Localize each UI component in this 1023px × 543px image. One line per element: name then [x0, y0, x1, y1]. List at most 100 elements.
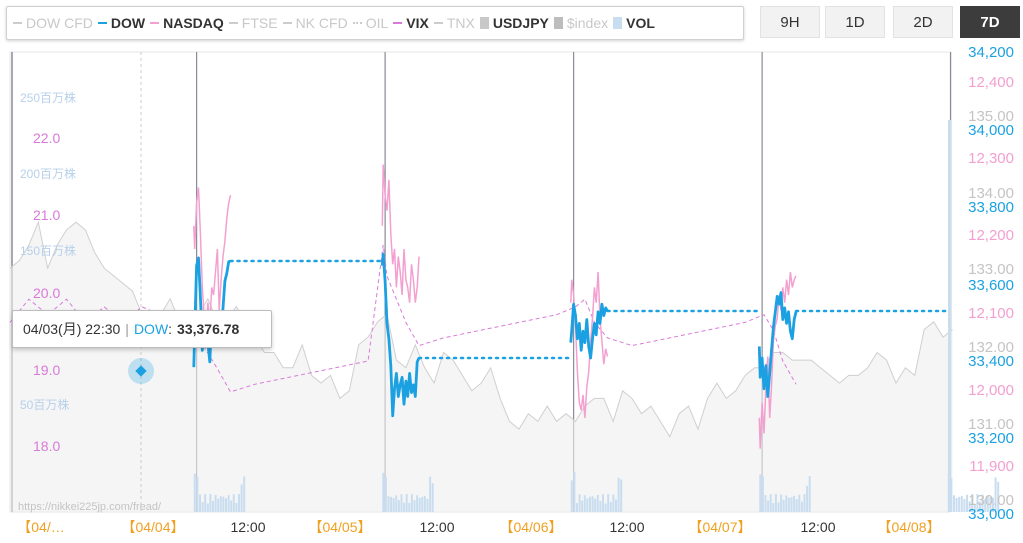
vol-bar [793, 495, 796, 512]
legend-label: USDJPY [492, 15, 549, 31]
range-button-9h[interactable]: 9H [760, 6, 820, 38]
vol-bar [960, 496, 963, 512]
legend-label: NASDAQ [163, 15, 224, 31]
x-axis-tick: 【04/06】 [499, 519, 562, 535]
tooltip-value: 33,376.78 [177, 321, 240, 337]
legend-label: NK CFD [295, 15, 348, 31]
dow-axis-tick: 33,000 [968, 506, 1014, 523]
vol-bar [973, 503, 976, 512]
legend-item-vix[interactable]: VIX [393, 15, 429, 31]
vol-bar [952, 495, 955, 512]
range-button-7d[interactable]: 7D [960, 6, 1020, 38]
vol-bar [963, 498, 966, 512]
x-axis-tick: 【04/… [17, 519, 64, 535]
vol-bar [596, 494, 599, 512]
legend-swatch [393, 22, 403, 24]
nasdaq-line [193, 187, 232, 342]
vol-axis-tick: 50百万株 [20, 397, 69, 412]
legend-item-dow[interactable]: DOW [97, 15, 146, 31]
vol-bar [759, 474, 762, 512]
vol-bar [991, 497, 994, 512]
vol-bar [586, 498, 589, 512]
vol-bar [217, 498, 220, 512]
vol-bar [583, 495, 586, 512]
dow-axis-tick: 33,600 [968, 277, 1014, 294]
vol-bar [588, 496, 591, 512]
legend-item-index[interactable]: $index [553, 15, 608, 31]
vol-bar [426, 498, 429, 512]
vol-bar [431, 483, 434, 512]
vol-bar [607, 494, 610, 512]
legend-item-nasdaq[interactable]: NASDAQ [150, 15, 224, 31]
legend-swatch [479, 17, 489, 29]
legend-item-oil[interactable]: OIL [352, 15, 388, 31]
legend-swatch [282, 22, 292, 24]
vix-axis-tick: 20.0 [33, 285, 60, 301]
vol-bar [803, 494, 806, 512]
vol-bar-last [948, 120, 951, 512]
nasdaq-line [381, 164, 420, 303]
vol-bar [978, 501, 981, 512]
vol-bar [395, 495, 398, 512]
legend-item-vol[interactable]: VOL [613, 15, 655, 31]
usdjpy-axis-tick: 130.00 [968, 492, 1014, 509]
vol-bar [782, 499, 785, 512]
vol-bar [772, 503, 775, 512]
legend-item-tnx[interactable]: TNX [433, 15, 475, 31]
legend-label: FTSE [241, 15, 278, 31]
vol-bar [196, 477, 199, 512]
vol-bar [620, 479, 623, 512]
legend-item-nk-cfd[interactable]: NK CFD [282, 15, 348, 31]
tooltip-time: 04/03(月) 22:30 [23, 321, 121, 337]
vol-bar [787, 497, 790, 512]
legend-label: DOW [110, 15, 146, 31]
vol-bar [800, 501, 803, 512]
vol-bar [405, 494, 408, 512]
vol-bar [418, 498, 421, 512]
vol-bar [994, 477, 997, 512]
usdjpy-axis-tick: 131.00 [968, 416, 1014, 433]
x-axis-tick: 12:00 [800, 519, 835, 535]
dow-line [569, 302, 609, 360]
vol-bar [193, 473, 196, 512]
dow-line [757, 291, 798, 398]
vol-bar [612, 494, 615, 512]
legend-swatch [433, 22, 443, 24]
nasdaq-axis-tick: 12,200 [968, 227, 1014, 244]
vol-bar [392, 497, 395, 512]
tooltip-series: DOW [133, 321, 169, 337]
vol-bar [774, 494, 777, 512]
legend-item-dow-cfd[interactable]: DOW CFD [13, 15, 93, 31]
vol-bar [235, 503, 238, 512]
vol-bar [594, 498, 597, 512]
vol-bar [997, 481, 1000, 512]
vix-axis-tick: 22.0 [33, 130, 60, 146]
dow-axis-tick: 33,400 [968, 353, 1014, 370]
nasdaq-axis-tick: 12,300 [968, 150, 1014, 167]
dow-axis-tick: 33,800 [968, 199, 1014, 216]
vol-bar [243, 476, 246, 512]
vol-bar [609, 502, 612, 512]
range-button-2d[interactable]: 2D [893, 6, 953, 38]
vol-bar [806, 485, 809, 512]
x-axis-tick: 【04/05】 [308, 519, 371, 535]
nasdaq-axis-tick: 11,900 [969, 458, 1014, 475]
vol-bar [617, 477, 620, 512]
tooltip-colon: : [168, 321, 173, 337]
vol-bar [214, 494, 217, 512]
vol-bar [790, 497, 793, 512]
nasdaq-line [570, 271, 609, 418]
vol-bar [570, 480, 573, 512]
legend: DOW CFD DOW NASDAQ FTSE NK CFD OIL VIX TNX USDJP… [6, 6, 744, 40]
nasdaq-axis-tick: 12,000 [968, 382, 1014, 399]
legend-item-usdjpy[interactable]: USDJPY [479, 15, 549, 31]
vol-bar [204, 494, 207, 512]
range-button-1d[interactable]: 1D [825, 6, 885, 38]
vol-bar [201, 501, 204, 512]
vol-bar [429, 476, 432, 512]
vol-bar [798, 494, 801, 512]
x-axis-tick: 12:00 [230, 519, 265, 535]
legend-item-ftse[interactable]: FTSE [228, 15, 278, 31]
dow-line [380, 252, 421, 418]
tooltip: 04/03(月) 22:30 | DOW : 33,376.78 [12, 310, 272, 348]
